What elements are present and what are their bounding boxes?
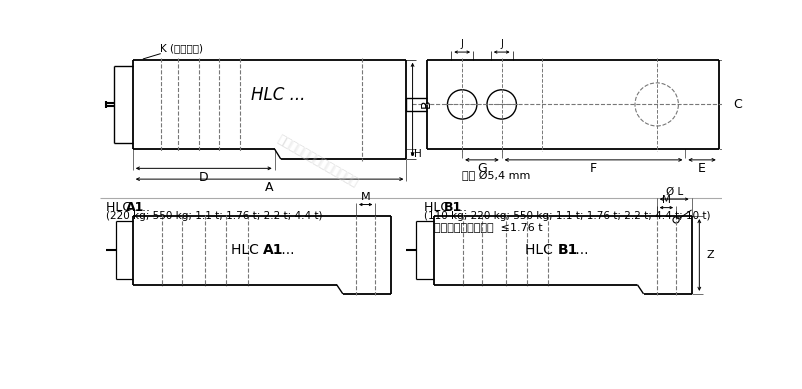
Text: HLC ...: HLC ... [251,86,306,104]
Text: Ø L: Ø L [666,187,683,197]
Text: M: M [361,192,371,202]
Text: A1: A1 [126,202,144,214]
Text: D: D [199,171,209,184]
Text: B1: B1 [444,202,462,214]
Text: F: F [590,162,597,175]
Text: M: M [662,195,670,205]
Text: 钒孔仅适于额定负荷  ≤1.76 t: 钒孔仅适于额定负荷 ≤1.76 t [434,222,542,232]
Text: K (线缆长度): K (线缆长度) [160,43,203,53]
Text: B: B [419,99,432,108]
Text: A1: A1 [263,244,283,258]
Text: B1: B1 [557,244,578,258]
Text: 电线 Ø5,4 mm: 电线 Ø5,4 mm [462,171,531,181]
Text: J: J [500,39,503,49]
Text: J: J [460,39,464,49]
Text: HLC: HLC [525,244,557,258]
Text: G: G [477,162,487,175]
Text: HLC: HLC [107,202,136,214]
Text: C: C [733,98,742,111]
Text: ...: ... [277,244,294,258]
Text: H: H [414,149,422,159]
Text: ...: ... [138,202,150,214]
Text: (110 kg; 220 kg; 550 kg; 1.1 t; 1.76 t; 2.2 t; 4.4 t; 10 t): (110 kg; 220 kg; 550 kg; 1.1 t; 1.76 t; … [424,212,711,221]
Text: A: A [265,181,273,194]
Text: HLC: HLC [424,202,453,214]
Text: ...: ... [456,202,468,214]
Text: 广州众鱑自动化科技有限公司: 广州众鱑自动化科技有限公司 [274,133,360,190]
Text: E: E [698,162,706,175]
Text: (220 kg; 550 kg; 1.1 t; 1.76 t; 2.2 t; 4.4 t): (220 kg; 550 kg; 1.1 t; 1.76 t; 2.2 t; 4… [107,212,323,221]
Text: HLC: HLC [231,244,263,258]
Text: Z: Z [707,250,714,260]
Text: ...: ... [572,244,589,258]
